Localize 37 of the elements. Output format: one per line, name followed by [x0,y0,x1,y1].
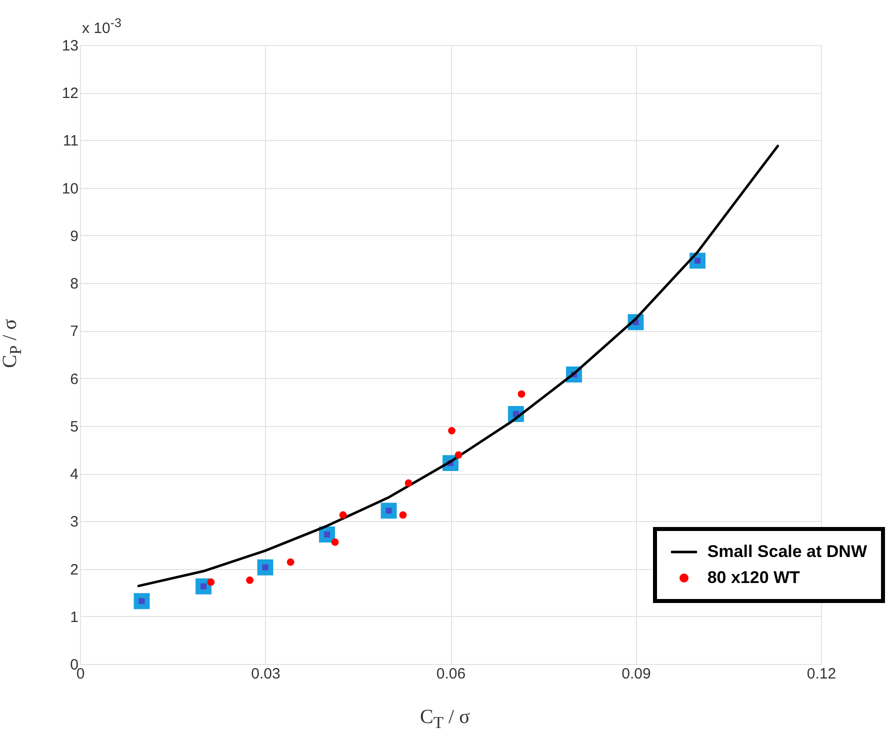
y-tick-label: 7 [70,323,78,340]
point [134,593,150,610]
point [399,511,407,519]
point [257,559,274,576]
point [246,576,254,584]
point [380,502,397,519]
y-tick-label: 10 [62,180,78,198]
y-tick-label: 9 [70,228,78,245]
point [339,511,347,519]
x-tick-label: 0.06 [436,666,466,682]
point [319,526,335,542]
y-tick-label: 1 [70,608,78,626]
point [448,426,456,434]
x-axis-title: C$_{T}$ / σ [420,706,470,733]
x-tick-label: 0.03 [251,666,280,682]
x-tick-label: 0.09 [622,666,651,682]
y-tick-label: 3 [70,514,78,531]
y-tick-label: 6 [70,370,78,388]
point [331,538,339,546]
point [286,558,294,566]
point [518,390,526,398]
point [454,451,462,459]
y-tick-label: 12 [62,85,78,102]
point [207,578,215,586]
point [196,578,212,594]
y-tick-label: 8 [70,276,78,293]
text: x 10$^{-3}$ [82,16,122,37]
y-tick-label: 13 [62,38,78,54]
legend-label: Small Scale at DNW [707,542,867,562]
x-tick-label: 0.12 [806,666,836,682]
point [404,479,412,487]
y-tick-label: 11 [62,132,78,150]
y-tick-label: 2 [70,561,78,578]
legend-label: 80 x120 WT [707,568,800,588]
point [690,252,706,269]
y-tick-label: 5 [70,418,78,436]
y-tick-label: 4 [70,466,78,484]
